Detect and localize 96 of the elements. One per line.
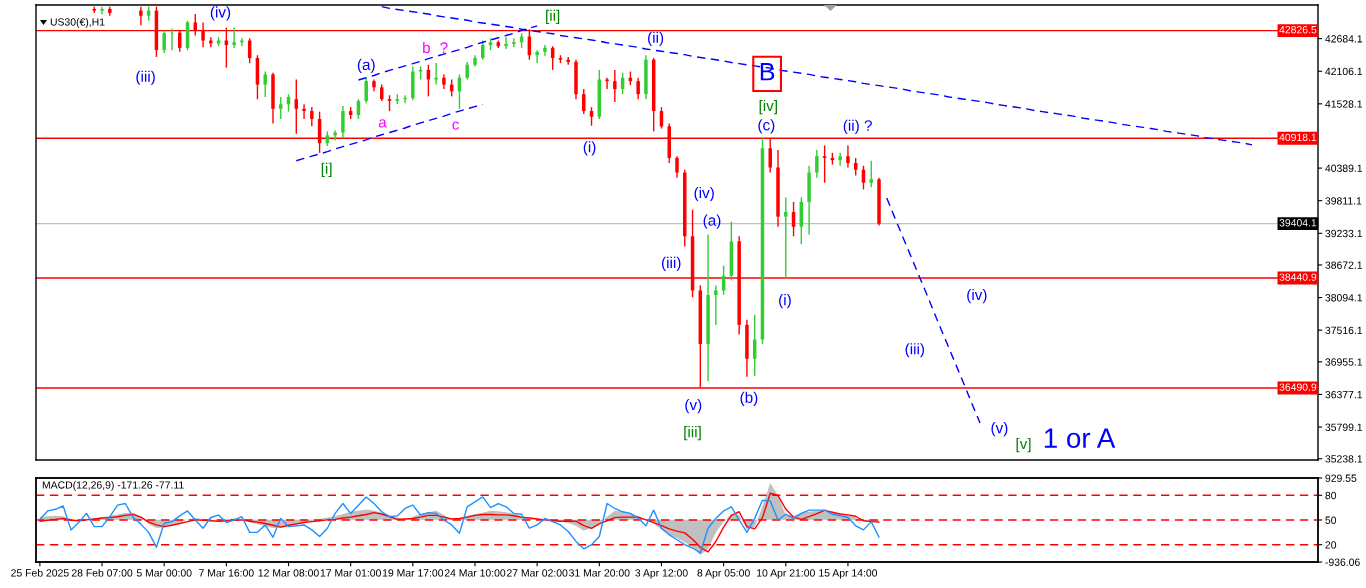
candlestick (263, 70, 267, 98)
candlestick (535, 49, 539, 64)
annotation: [ii] (546, 9, 560, 24)
y-tick-label: 37516.1 (1325, 326, 1363, 335)
annotation: (iv) (694, 186, 714, 202)
y-tick-label: 39811.1 (1325, 197, 1362, 205)
annotation: (iii) (905, 343, 925, 358)
annotation: (c) (758, 119, 775, 134)
candlestick (100, 5, 104, 16)
y-tick-label: 42106.1 (1325, 67, 1363, 76)
annotation: (v) (991, 422, 1008, 437)
x-tick-label: 3 Apr 12:00 (635, 569, 688, 579)
x-tick-label: 27 Mar 02:00 (506, 569, 568, 577)
candlestick (815, 149, 819, 179)
x-tick-label: 25 Feb 2025 (11, 568, 69, 577)
line-series (295, 103, 484, 162)
annotation: (i) (583, 141, 596, 156)
candlestick (139, 5, 143, 27)
annotation: [v] (1016, 437, 1031, 453)
annotation: c (452, 121, 460, 130)
annotation: (iii) (136, 70, 155, 85)
annotation: b (423, 41, 430, 54)
y2-tick-label: 50 (1325, 516, 1337, 524)
x-tick-label: 19 Mar 17:00 (382, 569, 444, 577)
x-tick-label: 12 Mar 08:00 (258, 569, 319, 577)
candlestick (512, 37, 516, 49)
y-tick-label: 39233.1 (1325, 229, 1363, 238)
candlestick (838, 152, 842, 167)
annotation: [i] (321, 162, 332, 177)
annotation: [iii] (684, 426, 701, 441)
annotation: (a) (703, 214, 721, 229)
candlestick (162, 29, 166, 54)
y-tick-label: 40389.1 (1325, 164, 1363, 172)
candlestick (302, 103, 306, 120)
x-tick-label: 28 Feb 07:00 (71, 568, 133, 577)
y-tick-label: 35799.1 (1325, 423, 1363, 431)
candlestick (279, 96, 283, 120)
candlestick (846, 144, 850, 169)
x-tick-label: 15 Apr 14:00 (819, 569, 878, 579)
candlestick (310, 106, 314, 127)
candlestick (822, 144, 827, 184)
y2-tick-label: 80 (1325, 491, 1337, 500)
x-tick-label: 17 Mar 01:00 (320, 569, 381, 577)
annotation: [iv] (759, 99, 777, 115)
annotation: (b) (740, 391, 758, 406)
x-tick-label: 24 Mar 10:00 (444, 569, 506, 577)
y-tick-label: 38672.1 (1325, 261, 1363, 269)
x-tick-label: 7 Mar 16:00 (199, 569, 254, 577)
y-tick-label: 42684.1 (1325, 35, 1363, 43)
x-tick-label: 5 Mar 00:00 (136, 569, 192, 577)
annotation: (iv) (967, 288, 987, 304)
annotation: (a) (357, 58, 375, 74)
annotation: B (760, 63, 775, 81)
candlestick (589, 106, 594, 127)
candlestick (636, 77, 640, 100)
candlestick (582, 88, 586, 115)
annotation: (iv) (210, 6, 231, 21)
candlestick (341, 105, 345, 139)
candlestick (504, 36, 508, 50)
y-tick-label: 41528.1 (1325, 100, 1363, 108)
y-tick-label: 36955.1 (1325, 358, 1363, 366)
text: US30(€),H1 (50, 18, 105, 28)
candlestick (605, 77, 609, 90)
y-tick-label: 36377.1 (1325, 390, 1363, 399)
candlestick (869, 160, 873, 188)
y-tick-label: 35238.1 (1325, 455, 1363, 463)
candlestick (543, 44, 547, 57)
annotation: (iii) (662, 256, 681, 272)
chart-title: MACD(12,26,9) -171.26 -77.11 (42, 481, 184, 491)
x-tick-label: 31 Mar 20:00 (569, 569, 630, 577)
annotation: ? (440, 42, 448, 53)
candlestick (481, 39, 485, 61)
x-tick-label: 8 Apr 05:00 (697, 569, 750, 579)
ref-line-label: 42826.5 (1279, 26, 1317, 34)
annotation: (ii) ? (843, 119, 872, 134)
annotation: (i) (779, 294, 791, 309)
candlestick (613, 69, 617, 103)
y-tick-label: 929.55 (1325, 474, 1357, 482)
ref-line-label: 36490.9 (1279, 383, 1317, 391)
x-tick-label: 10 Apr 21:00 (757, 569, 815, 579)
y2-tick-label: 20 (1325, 541, 1337, 549)
ref-line-label: 40918.1 (1279, 133, 1317, 142)
candlestick (232, 26, 236, 49)
ref-line-label: 39404.1 (1279, 219, 1317, 227)
candlestick (675, 155, 679, 179)
annotation: (v) (685, 399, 702, 414)
y-tick-label: 38094.1 (1325, 294, 1363, 302)
candlestick (403, 94, 407, 104)
annotation: 1 or A (1044, 428, 1116, 448)
annotation: (ii) (648, 31, 664, 46)
candlestick (364, 77, 368, 104)
y-tick-label: -936.06 (1325, 558, 1360, 566)
candlestick (784, 196, 788, 280)
candlestick (714, 284, 718, 326)
ref-line-label: 38440.9 (1279, 273, 1317, 281)
annotation: a (378, 119, 387, 128)
